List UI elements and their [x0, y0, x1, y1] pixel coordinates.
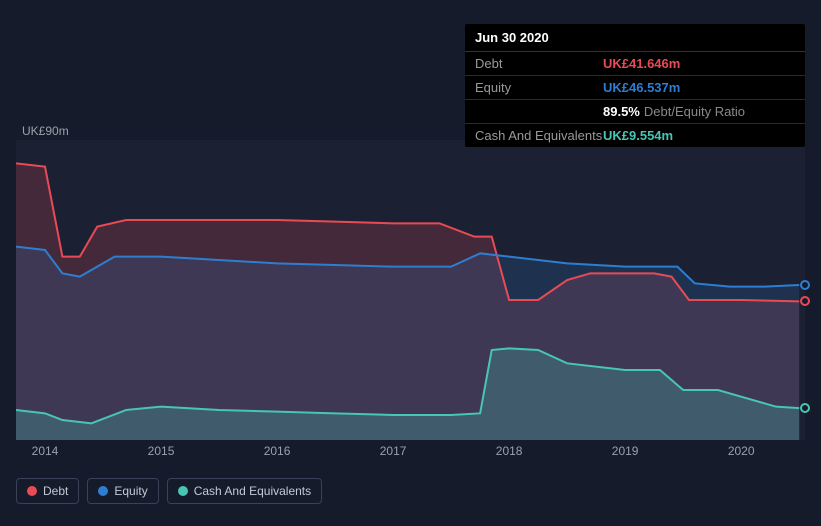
chart-area[interactable] [16, 140, 805, 440]
legend-item[interactable]: Equity [87, 478, 158, 504]
tooltip-label: Cash And Equivalents [475, 128, 603, 143]
tooltip-value: UK£46.537m [603, 80, 680, 95]
tooltip: Jun 30 2020 DebtUK£41.646mEquityUK£46.53… [465, 24, 805, 147]
x-tick: 2014 [32, 444, 59, 458]
tooltip-row: Cash And EquivalentsUK£9.554m [465, 124, 805, 147]
line-chart-svg [16, 140, 805, 440]
legend-item[interactable]: Cash And Equivalents [167, 478, 322, 504]
cash-end-marker-icon [800, 403, 810, 413]
x-tick: 2019 [612, 444, 639, 458]
tooltip-label: Equity [475, 80, 603, 95]
tooltip-row: DebtUK£41.646m [465, 52, 805, 76]
tooltip-date: Jun 30 2020 [465, 24, 805, 52]
legend: Debt Equity Cash And Equivalents [16, 478, 322, 504]
equity-end-marker-icon [800, 280, 810, 290]
legend-label: Equity [114, 484, 147, 498]
tooltip-row: EquityUK£46.537m [465, 76, 805, 100]
legend-item[interactable]: Debt [16, 478, 79, 504]
tooltip-value: UK£9.554m [603, 128, 673, 143]
tooltip-row: 89.5%Debt/Equity Ratio [465, 100, 805, 124]
legend-label: Debt [43, 484, 68, 498]
x-tick: 2016 [264, 444, 291, 458]
x-tick: 2018 [496, 444, 523, 458]
x-tick: 2020 [728, 444, 755, 458]
tooltip-value: 89.5%Debt/Equity Ratio [603, 104, 745, 119]
legend-dot-icon [178, 486, 188, 496]
legend-dot-icon [98, 486, 108, 496]
x-tick: 2017 [380, 444, 407, 458]
tooltip-label [475, 104, 603, 119]
tooltip-suffix: Debt/Equity Ratio [644, 104, 745, 119]
tooltip-label: Debt [475, 56, 603, 71]
debt-end-marker-icon [800, 296, 810, 306]
legend-label: Cash And Equivalents [194, 484, 311, 498]
tooltip-value: UK£41.646m [603, 56, 680, 71]
x-axis: 2014 2015 2016 2017 2018 2019 2020 [16, 444, 805, 464]
x-tick: 2015 [148, 444, 175, 458]
legend-dot-icon [27, 486, 37, 496]
y-axis-top-label: UK£90m [22, 124, 69, 138]
